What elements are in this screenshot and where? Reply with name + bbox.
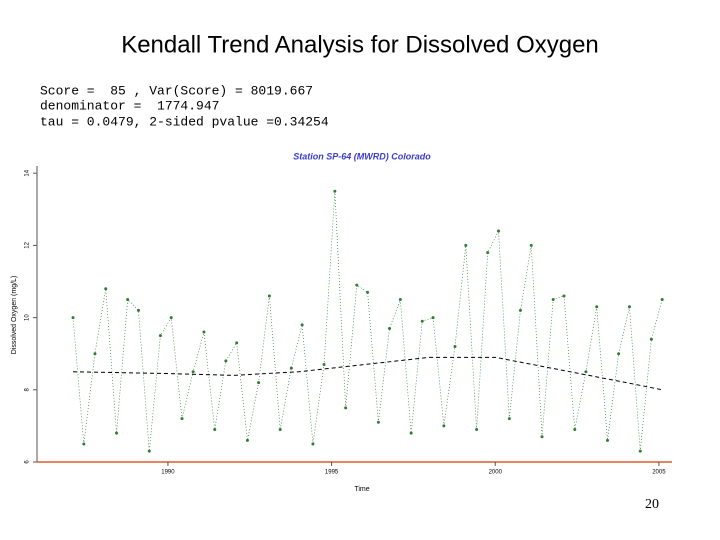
- x-tick-label: 2005: [652, 470, 666, 476]
- data-point: [82, 442, 86, 446]
- data-point: [529, 243, 533, 247]
- data-point: [617, 352, 621, 356]
- data-point: [257, 381, 261, 385]
- data-point: [213, 428, 217, 432]
- data-point: [289, 366, 293, 370]
- data-point: [518, 308, 522, 312]
- y-tick-label: 14: [25, 169, 31, 176]
- data-point: [376, 420, 380, 424]
- data-point: [311, 442, 315, 446]
- x-tick-label: 1995: [325, 470, 339, 476]
- data-point: [551, 298, 555, 302]
- data-point: [126, 298, 130, 302]
- data-point: [649, 337, 653, 341]
- data-point: [507, 417, 511, 421]
- data-point: [475, 428, 479, 432]
- data-point: [71, 316, 75, 320]
- page-number: 20: [645, 497, 659, 512]
- data-point: [442, 424, 446, 428]
- y-tick-label: 12: [25, 241, 31, 248]
- data-point: [136, 308, 140, 312]
- data-point: [420, 319, 424, 323]
- stat-line: Score = 85 , Var(Score) = 8019.667: [40, 83, 313, 98]
- data-point: [486, 251, 490, 255]
- y-tick-label: 8: [25, 387, 31, 391]
- x-axis-label: Time: [354, 486, 369, 493]
- data-point: [464, 243, 468, 247]
- data-point: [300, 323, 304, 327]
- slide-title: Kendall Trend Analysis for Dissolved Oxy…: [121, 31, 599, 58]
- data-point: [388, 326, 392, 330]
- data-point: [278, 428, 282, 432]
- data-point: [431, 316, 435, 320]
- data-point: [224, 359, 228, 363]
- data-point: [235, 341, 239, 345]
- data-point: [453, 344, 457, 348]
- trend-line: [72, 356, 663, 391]
- series-line: [72, 191, 663, 452]
- data-point: [322, 363, 326, 367]
- data-point: [104, 287, 108, 291]
- data-point: [355, 283, 359, 287]
- data-point: [398, 298, 402, 302]
- stat-line: denominator = 1774.947: [40, 98, 219, 113]
- stat-line: tau = 0.0479, 2-sided pvalue =0.34254: [40, 114, 329, 129]
- data-point: [540, 435, 544, 439]
- data-point: [366, 290, 370, 294]
- data-point: [595, 305, 599, 309]
- data-point: [267, 294, 271, 298]
- data-point: [562, 294, 566, 298]
- data-point: [344, 406, 348, 410]
- x-tick-label: 1990: [161, 470, 175, 476]
- data-point: [573, 428, 577, 432]
- data-point: [606, 438, 610, 442]
- data-point: [497, 229, 501, 233]
- y-tick-label: 6: [25, 460, 31, 464]
- data-point: [115, 431, 119, 435]
- data-point: [202, 330, 206, 334]
- y-tick-label: 10: [25, 314, 31, 321]
- data-point: [93, 352, 97, 356]
- data-point: [638, 449, 642, 453]
- data-point: [409, 431, 413, 435]
- data-point: [333, 189, 337, 193]
- x-tick-label: 2000: [489, 470, 503, 476]
- data-point: [158, 334, 162, 338]
- chart-title: Station SP-64 (MWRD) Colorado: [293, 151, 431, 161]
- data-point: [660, 298, 664, 302]
- y-axis-label: Dissolved Oxygen (mg/L): [11, 276, 18, 355]
- data-point: [147, 449, 151, 453]
- data-point: [180, 417, 184, 421]
- data-point: [245, 438, 249, 442]
- data-point: [191, 370, 195, 374]
- data-point: [169, 316, 173, 320]
- data-point: [627, 305, 631, 309]
- data-point: [584, 370, 588, 374]
